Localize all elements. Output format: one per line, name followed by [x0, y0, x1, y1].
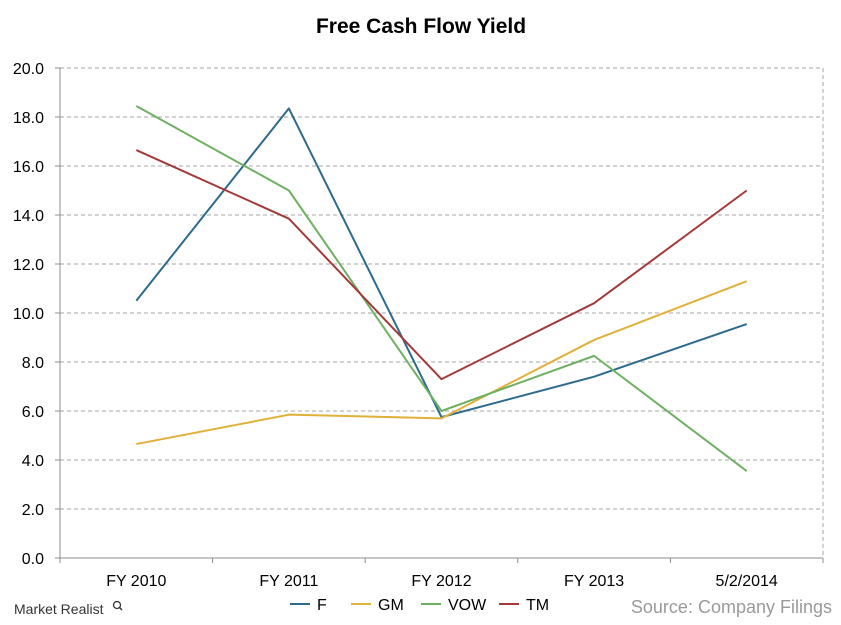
y-tick-label: 18.0: [13, 110, 44, 127]
legend-label-f: F: [317, 597, 327, 614]
y-tick-label: 14.0: [13, 208, 44, 225]
x-tick-label: FY 2011: [259, 573, 318, 590]
series-line-f: [135, 107, 748, 419]
series-line-gm: [136, 280, 748, 446]
y-tick-label: 12.0: [13, 257, 44, 274]
y-tick-label: 0.0: [22, 551, 44, 568]
series-lines: [135, 105, 748, 472]
x-axis-ticks: FY 2010 FY 2011 FY 2012 FY 2013 5/2/2014: [106, 573, 778, 590]
series-line-tm: [135, 149, 748, 381]
y-tick-label: 4.0: [22, 453, 44, 470]
brand-name: Market Realist: [14, 601, 104, 617]
y-axis-ticks: 0.0 2.0 4.0 6.0 8.0 10.0 12.0 14.0 16.0 18.0 20.0: [13, 61, 44, 568]
legend-label-gm: GM: [378, 597, 404, 614]
legend: F GM VOW TM: [290, 597, 549, 614]
x-tick-label: FY 2012: [411, 573, 471, 590]
series-line-vow: [135, 105, 748, 472]
legend-label-tm: TM: [526, 597, 549, 614]
y-tick-label: 8.0: [22, 355, 44, 372]
legend-label-vow: VOW: [448, 597, 487, 614]
magnifier-icon: [112, 600, 123, 611]
y-tick-label: 20.0: [13, 61, 44, 78]
brand-logo: Market Realist: [14, 600, 123, 617]
axes: [55, 67, 824, 563]
x-tick-label: FY 2010: [106, 573, 166, 590]
y-tick-label: 6.0: [22, 404, 44, 421]
y-tick-label: 2.0: [22, 502, 44, 519]
source-note: Source: Company Filings: [631, 597, 832, 617]
grid: [60, 67, 824, 558]
y-tick-label: 16.0: [13, 159, 44, 176]
y-tick-label: 10.0: [13, 306, 44, 323]
x-tick-label: FY 2013: [564, 573, 624, 590]
x-tick-label: 5/2/2014: [716, 573, 778, 590]
chart-title: Free Cash Flow Yield: [316, 15, 526, 38]
